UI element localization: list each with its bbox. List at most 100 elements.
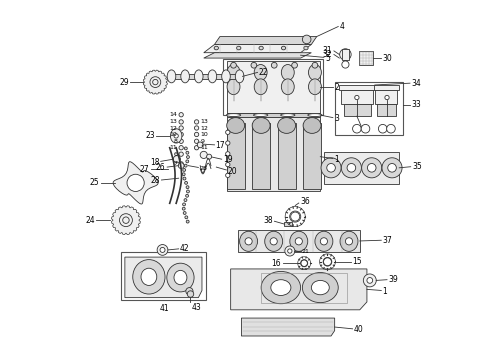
Ellipse shape: [271, 280, 291, 296]
Polygon shape: [112, 206, 140, 235]
Ellipse shape: [221, 70, 230, 83]
Ellipse shape: [179, 126, 183, 130]
Ellipse shape: [270, 238, 277, 245]
Ellipse shape: [150, 77, 161, 87]
Ellipse shape: [179, 113, 183, 117]
Ellipse shape: [281, 64, 294, 80]
Ellipse shape: [183, 177, 186, 180]
Text: 25: 25: [90, 178, 99, 187]
Text: 20: 20: [227, 167, 237, 176]
Text: 34: 34: [411, 79, 421, 88]
Text: 8: 8: [174, 139, 177, 144]
Ellipse shape: [208, 70, 217, 83]
Bar: [359, 51, 373, 65]
Text: 5: 5: [326, 54, 331, 63]
Ellipse shape: [179, 120, 183, 124]
Ellipse shape: [227, 64, 240, 80]
Ellipse shape: [252, 118, 270, 134]
Text: 33: 33: [411, 100, 421, 109]
Bar: [278, 123, 295, 189]
Ellipse shape: [320, 238, 327, 245]
Text: 22: 22: [259, 68, 269, 77]
Ellipse shape: [315, 231, 333, 251]
Ellipse shape: [368, 163, 376, 172]
Ellipse shape: [342, 158, 362, 178]
Ellipse shape: [225, 162, 230, 167]
Ellipse shape: [141, 268, 157, 285]
Ellipse shape: [133, 260, 165, 294]
Ellipse shape: [186, 194, 189, 197]
Text: 9: 9: [200, 139, 204, 144]
Text: 42: 42: [180, 244, 189, 253]
Bar: [342, 49, 349, 60]
Ellipse shape: [186, 220, 189, 223]
Text: 40: 40: [354, 325, 364, 334]
Text: 11: 11: [200, 145, 208, 150]
Ellipse shape: [182, 207, 185, 210]
Ellipse shape: [302, 273, 338, 303]
Ellipse shape: [361, 125, 370, 133]
Text: 10: 10: [200, 132, 208, 137]
Ellipse shape: [240, 231, 258, 251]
Text: 16: 16: [271, 259, 281, 268]
Ellipse shape: [265, 231, 283, 251]
Ellipse shape: [353, 125, 361, 133]
Ellipse shape: [254, 79, 267, 95]
Ellipse shape: [231, 62, 236, 68]
Ellipse shape: [214, 46, 219, 50]
Ellipse shape: [197, 142, 203, 148]
Ellipse shape: [285, 246, 295, 256]
Ellipse shape: [225, 173, 230, 177]
Ellipse shape: [281, 46, 286, 50]
Polygon shape: [113, 162, 158, 204]
Ellipse shape: [281, 114, 295, 117]
Text: 14: 14: [170, 112, 177, 117]
Text: 41: 41: [160, 304, 169, 313]
Bar: [227, 123, 245, 189]
Ellipse shape: [388, 163, 396, 172]
Ellipse shape: [187, 156, 190, 158]
Polygon shape: [204, 53, 311, 58]
Text: 39: 39: [388, 275, 398, 284]
Ellipse shape: [340, 49, 351, 60]
Ellipse shape: [185, 181, 188, 184]
Text: 28: 28: [150, 176, 160, 185]
Polygon shape: [238, 230, 360, 252]
Text: 12: 12: [200, 126, 208, 131]
Text: 43: 43: [191, 303, 201, 312]
Ellipse shape: [160, 247, 165, 252]
Ellipse shape: [184, 147, 187, 150]
Ellipse shape: [183, 168, 186, 171]
Polygon shape: [144, 70, 168, 94]
Ellipse shape: [308, 114, 322, 117]
Ellipse shape: [186, 186, 189, 189]
Text: 13: 13: [170, 120, 177, 125]
Ellipse shape: [382, 158, 402, 178]
Ellipse shape: [195, 126, 199, 130]
Ellipse shape: [378, 125, 387, 133]
Text: 3: 3: [335, 114, 340, 123]
Ellipse shape: [178, 163, 184, 168]
Text: 27: 27: [140, 165, 149, 174]
Text: 19: 19: [223, 156, 232, 165]
Ellipse shape: [167, 70, 176, 83]
Ellipse shape: [227, 79, 240, 95]
Bar: [261, 273, 347, 303]
Ellipse shape: [278, 118, 295, 134]
Text: 21: 21: [301, 249, 309, 254]
Ellipse shape: [184, 199, 187, 202]
Polygon shape: [231, 269, 367, 310]
Bar: [341, 90, 373, 104]
Ellipse shape: [227, 118, 245, 134]
Text: 32: 32: [323, 50, 333, 59]
Text: 28: 28: [200, 166, 208, 171]
Ellipse shape: [195, 70, 203, 83]
Text: 29: 29: [119, 78, 129, 87]
Text: 4: 4: [340, 22, 345, 31]
Ellipse shape: [387, 125, 395, 133]
Ellipse shape: [225, 130, 230, 134]
Polygon shape: [227, 117, 320, 192]
Text: 17: 17: [216, 141, 225, 150]
Ellipse shape: [295, 238, 302, 245]
Ellipse shape: [179, 162, 183, 166]
